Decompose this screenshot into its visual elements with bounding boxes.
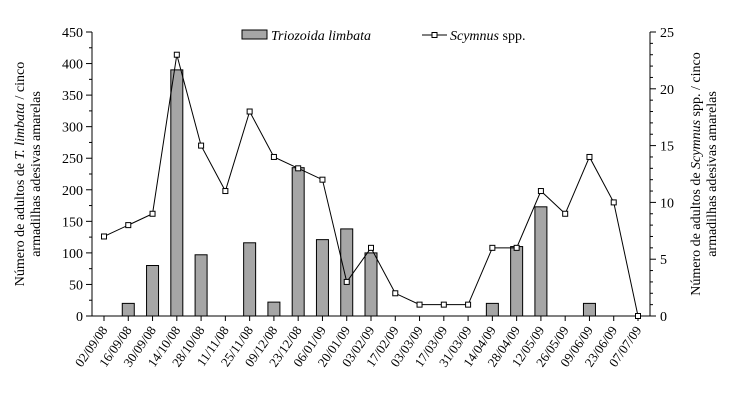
scymnus-point	[343, 278, 350, 285]
scymnus-point	[270, 153, 277, 160]
scymnus-point	[198, 142, 205, 149]
scymnus-point	[101, 233, 107, 240]
legend-line-label: Scymnus spp.	[450, 29, 525, 44]
left-tick-label: 150	[62, 215, 83, 230]
right-tick-label: 20	[660, 83, 674, 98]
scymnus-point	[465, 301, 472, 308]
bar	[315, 239, 329, 317]
left-axis-title: Número de adultos de T. limbata / cincoa…	[13, 62, 44, 287]
scymnus-point	[295, 165, 302, 172]
bar	[534, 206, 548, 317]
left-tick-label: 300	[62, 121, 83, 136]
bar	[243, 242, 257, 317]
left-tick-label: 450	[62, 26, 83, 41]
right-tick-label: 25	[660, 26, 674, 41]
bar	[121, 302, 135, 317]
bar	[291, 167, 305, 317]
bar	[485, 302, 499, 317]
right-axis-title: Número de adultos de Scymnus spp. / cinc…	[689, 52, 720, 295]
right-tick-label: 0	[660, 310, 667, 325]
bar	[146, 265, 160, 317]
bar	[267, 301, 281, 317]
scymnus-point	[125, 222, 132, 229]
scymnus-point	[489, 244, 496, 251]
legend-bar-label: Triozoida limbata	[271, 29, 371, 44]
scymnus-point	[319, 176, 326, 183]
left-tick-label: 400	[62, 58, 83, 73]
legend-line-marker	[431, 32, 438, 38]
legend-bar-swatch	[241, 29, 268, 40]
bar	[170, 69, 184, 317]
scymnus-point	[537, 188, 544, 195]
scymnus-point	[562, 210, 569, 217]
scymnus-point	[513, 244, 520, 251]
right-tick-label: 10	[660, 196, 674, 211]
scymnus-point	[610, 199, 617, 206]
bar	[194, 254, 208, 317]
bar	[340, 228, 354, 317]
left-tick-label: 100	[62, 247, 83, 262]
bar	[582, 302, 596, 317]
left-tick-label: 250	[62, 152, 83, 167]
left-tick-label: 50	[69, 278, 83, 293]
scymnus-point	[586, 153, 593, 160]
scymnus-point	[416, 301, 423, 308]
left-tick-label: 0	[76, 310, 83, 325]
bar	[364, 252, 378, 317]
right-tick-label: 5	[660, 253, 667, 268]
left-tick-label: 350	[62, 89, 83, 104]
scymnus-point	[635, 313, 641, 319]
scymnus-point	[222, 188, 229, 195]
scymnus-point	[392, 290, 399, 297]
scymnus-point	[368, 244, 374, 251]
scymnus-point	[246, 108, 253, 115]
scymnus-point	[440, 301, 447, 308]
right-tick-label: 15	[660, 140, 674, 155]
scymnus-point	[149, 210, 156, 217]
left-tick-label: 200	[62, 184, 83, 199]
scymnus-point	[173, 51, 180, 58]
bar	[510, 246, 524, 317]
